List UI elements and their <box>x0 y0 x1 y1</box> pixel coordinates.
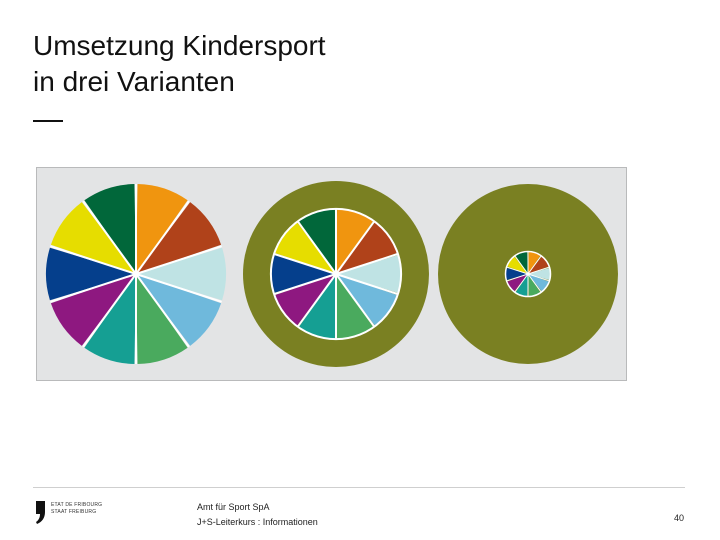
segment-separator <box>527 266 550 275</box>
segment-separator <box>506 273 529 282</box>
segment-separator <box>273 273 337 296</box>
segment-separator <box>296 273 337 328</box>
wheel-segment <box>506 274 528 292</box>
title-line-1: Umsetzung Kindersport <box>33 30 326 61</box>
wheel-segment <box>298 274 336 340</box>
wheel-segment <box>515 274 528 297</box>
inner-wheel-border <box>504 250 552 298</box>
segment-separator <box>506 266 529 275</box>
page-number: 40 <box>674 513 685 523</box>
segment-separator <box>50 245 137 275</box>
three-variants-figure <box>36 167 627 381</box>
wheel-segment <box>506 256 528 274</box>
segment-separator <box>135 245 222 275</box>
segment-separator <box>335 273 376 328</box>
title-dash-divider <box>33 120 63 122</box>
comma-logo-icon <box>36 501 45 524</box>
wheel-segment <box>528 274 541 297</box>
wheel-segment <box>336 222 398 274</box>
segment-separator <box>514 255 529 275</box>
wheel-segment <box>528 256 550 274</box>
wheel-segment <box>274 222 336 274</box>
wheel-segment <box>84 184 136 274</box>
canton-logo: ETAT DE FRIBOURG STAAT FREIBURG <box>34 499 114 527</box>
title-line-2: in drei Varianten <box>33 66 235 97</box>
wheel-segment <box>505 267 528 281</box>
segment-separator <box>527 255 542 275</box>
wheel-segment <box>298 208 336 274</box>
segment-separator <box>82 200 137 275</box>
segment-separator <box>135 273 222 303</box>
footer-org: Amt für Sport SpA <box>197 502 270 512</box>
wheel-segment <box>336 254 402 294</box>
wheel-segment <box>136 247 227 301</box>
wheels-diagram <box>45 181 618 367</box>
segment-separator <box>135 273 190 348</box>
wheel-segment <box>84 274 136 364</box>
wheel-segment <box>336 274 398 326</box>
logo-line-1: ETAT DE FRIBOURG <box>51 502 103 508</box>
wheel-segment <box>136 274 222 346</box>
segment-separator <box>335 273 399 296</box>
wheel-segment <box>336 274 374 340</box>
wheel-segment <box>528 274 550 292</box>
logo-line-2: STAAT FREIBURG <box>51 509 97 515</box>
segment-separator <box>527 273 550 282</box>
wheel-variant-full <box>45 184 227 364</box>
wheel-segment <box>274 274 336 326</box>
wheel-segment <box>136 184 188 274</box>
wheel-variant-small <box>438 184 618 364</box>
wheel-segment <box>50 274 136 346</box>
wheel-segment <box>45 247 136 301</box>
wheel-segment <box>528 251 541 274</box>
footer-divider <box>33 487 685 488</box>
segment-separator <box>135 200 190 275</box>
wheel-segment <box>528 267 551 281</box>
segment-separator <box>296 220 337 275</box>
segment-separator <box>335 252 399 275</box>
segment-separator <box>82 273 137 348</box>
wheel-segment <box>136 202 222 274</box>
wheel-variant-medium <box>243 181 429 367</box>
wheel-segment <box>136 274 188 364</box>
footer-text: Amt für Sport SpA J+S-Leiterkurs : Infor… <box>197 500 318 530</box>
wheel-segment <box>50 202 136 274</box>
inner-wheel-border <box>269 207 403 341</box>
wheel-segment <box>270 254 336 294</box>
slide-title: Umsetzung Kindersport in drei Varianten <box>33 28 326 100</box>
segment-separator <box>50 273 137 303</box>
footer-course: J+S-Leiterkurs : Informationen <box>197 517 318 527</box>
wheel-segment <box>336 208 374 274</box>
segment-separator <box>527 273 542 293</box>
segment-separator <box>335 220 376 275</box>
wheel-segment <box>515 251 528 274</box>
segment-separator <box>514 273 529 293</box>
segment-separator <box>273 252 337 275</box>
